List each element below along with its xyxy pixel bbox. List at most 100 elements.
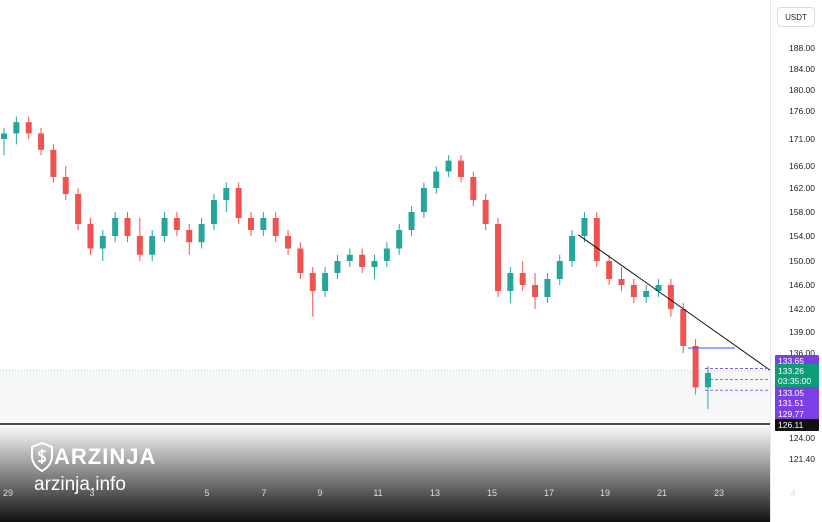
price-tick-label: 139.00: [789, 327, 815, 337]
candle-body[interactable]: [25, 122, 32, 134]
candle-body[interactable]: [482, 200, 489, 224]
candle-body[interactable]: [606, 261, 613, 279]
price-axis[interactable]: USDT 188.00 184.00 180.00 176.00 171.00 166.0…: [770, 0, 822, 522]
date-tick-label: 9: [317, 488, 323, 498]
candle-body[interactable]: [260, 218, 267, 230]
watermark-fade: [0, 424, 770, 522]
currency-selector[interactable]: USDT: [777, 7, 815, 27]
price-tick-label: 180.00: [789, 85, 815, 95]
candle-body[interactable]: [618, 279, 625, 285]
price-tick-label: 121.40: [789, 454, 815, 464]
date-tick-label: 7: [261, 488, 267, 498]
date-tick-label: 29: [2, 488, 14, 498]
price-tick-label: 162.00: [789, 183, 815, 193]
date-tick-label: 4: [790, 488, 796, 498]
candle-body[interactable]: [173, 218, 180, 230]
candle-body[interactable]: [75, 194, 82, 224]
candle-body[interactable]: [149, 236, 156, 255]
candle-body[interactable]: [457, 160, 464, 177]
candle-body[interactable]: [470, 177, 477, 200]
candle-body[interactable]: [13, 122, 20, 134]
candle-body[interactable]: [124, 218, 131, 236]
candle-body[interactable]: [1, 133, 7, 139]
candle-body[interactable]: [569, 236, 576, 261]
price-tag-support: 126.11: [775, 419, 819, 431]
logo-url: arzinja.info: [34, 474, 126, 495]
date-tick-label: 19: [599, 488, 611, 498]
price-tick-label: 136.00: [789, 348, 815, 358]
price-tick-label: 188.00: [789, 43, 815, 53]
candle-body[interactable]: [87, 224, 94, 249]
price-tag-level-3: 131.51: [775, 397, 819, 409]
candle-body[interactable]: [593, 218, 600, 261]
candle-countdown: 03:35:00: [778, 376, 812, 386]
candle-body[interactable]: [445, 160, 452, 172]
candle-body[interactable]: [667, 285, 674, 309]
candle-body[interactable]: [420, 188, 427, 212]
price-tick-label: 184.00: [789, 64, 815, 74]
candle-body[interactable]: [322, 273, 329, 291]
candlestick-chart[interactable]: [0, 0, 770, 522]
candle-body[interactable]: [371, 261, 378, 267]
candle-body[interactable]: [223, 188, 230, 200]
last-price-value: 133.26: [778, 366, 804, 376]
candle-body[interactable]: [235, 188, 242, 218]
date-tick-label: 15: [486, 488, 498, 498]
candle-body[interactable]: [495, 224, 501, 291]
price-tick-label: 158.00: [789, 207, 815, 217]
candle-body[interactable]: [643, 291, 650, 297]
candle-body[interactable]: [433, 171, 440, 189]
candle-body[interactable]: [519, 273, 526, 285]
range-zone: [0, 371, 770, 423]
date-tick-label: 17: [543, 488, 555, 498]
date-tick-label: 13: [429, 488, 441, 498]
candle-body[interactable]: [692, 346, 699, 388]
candle-body[interactable]: [62, 177, 69, 194]
candle-body[interactable]: [297, 248, 304, 274]
price-tick-label: 171.00: [789, 134, 815, 144]
price-tick-label: 166.00: [789, 161, 815, 171]
candle-body[interactable]: [38, 133, 45, 150]
date-tick-label: 21: [656, 488, 668, 498]
candle-body[interactable]: [544, 279, 551, 297]
trend-line[interactable]: [577, 234, 770, 371]
price-tag-level-2: 133.05: [775, 387, 819, 399]
candle-body[interactable]: [334, 261, 341, 273]
candle-body[interactable]: [359, 254, 366, 267]
candle-body[interactable]: [99, 236, 106, 249]
candle-body[interactable]: [248, 218, 254, 230]
date-tick-label: 5: [204, 488, 210, 498]
candle-body[interactable]: [704, 372, 711, 388]
candle-body[interactable]: [136, 236, 143, 255]
date-tick-label: 3: [89, 488, 95, 498]
candle-body[interactable]: [198, 224, 205, 243]
candle-body[interactable]: [161, 218, 168, 236]
candle-body[interactable]: [50, 149, 57, 177]
shield-dollar-icon: [31, 442, 53, 472]
candle-body[interactable]: [346, 254, 353, 261]
candle-body[interactable]: [655, 285, 662, 291]
candle-body[interactable]: [210, 200, 217, 224]
price-tick-label: 124.00: [789, 433, 815, 443]
candle-body[interactable]: [186, 230, 193, 243]
date-tick-label: 23: [713, 488, 725, 498]
candle-body[interactable]: [309, 273, 316, 291]
candle-body[interactable]: [556, 261, 563, 279]
price-tick-label: 154.00: [789, 231, 815, 241]
candle-body[interactable]: [272, 218, 279, 236]
price-tag-last-price: 133.26 03:35:00: [775, 364, 819, 388]
candle-body[interactable]: [630, 285, 637, 297]
chart-plot-area[interactable]: 29 3 5 7 9 11 13 15 17 19 21 23 ARZINJA arzinja.inf…: [0, 0, 770, 522]
candle-body[interactable]: [680, 309, 687, 346]
candle-body[interactable]: [285, 236, 292, 249]
candle-body[interactable]: [581, 218, 588, 236]
candle-body[interactable]: [408, 212, 415, 230]
candle-body[interactable]: [532, 285, 539, 297]
candle-body[interactable]: [396, 230, 403, 249]
price-tick-label: 176.00: [789, 106, 815, 116]
price-tick-label: 150.00: [789, 256, 815, 266]
candle-body[interactable]: [112, 218, 119, 236]
price-tick-label: 142.00: [789, 304, 815, 314]
candle-body[interactable]: [507, 273, 514, 291]
candle-body[interactable]: [383, 248, 390, 262]
